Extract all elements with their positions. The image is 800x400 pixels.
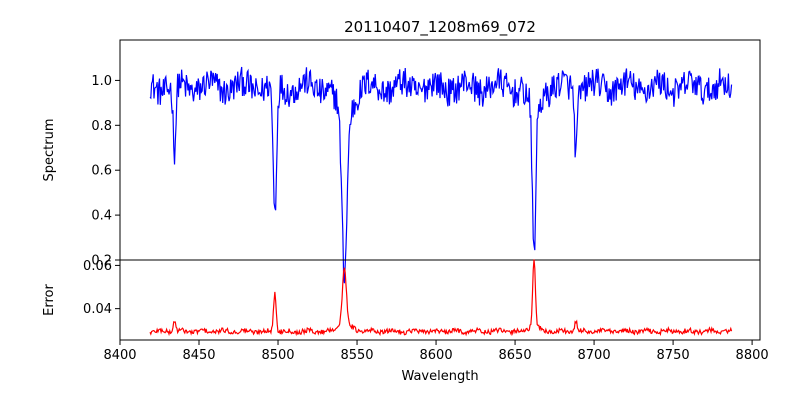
x-tick-label: 8550 — [340, 348, 373, 363]
x-tick-label: 8700 — [578, 348, 611, 363]
x-tick-label: 8400 — [103, 348, 136, 363]
y-tick-label: 0.04 — [83, 302, 112, 317]
x-tick-label: 8500 — [261, 348, 294, 363]
y-tick-label: 0.2 — [91, 254, 112, 269]
error-series-line — [149, 259, 733, 337]
x-tick-label: 8650 — [499, 348, 532, 363]
x-tick-label: 8450 — [182, 348, 215, 363]
spectrum-y-axis-ticks: 0.2 0.4 0.6 0.8 1.0 — [91, 74, 120, 269]
y-tick-label: 1.0 — [91, 74, 112, 89]
x-tick-label: 8600 — [420, 348, 453, 363]
x-tick-label: 8800 — [736, 348, 769, 363]
error-y-axis-ticks: 0.04 0.06 — [83, 259, 120, 317]
y-tick-label: 0.8 — [91, 119, 112, 134]
y-tick-label: 0.6 — [91, 164, 112, 179]
spectrum-series-line — [149, 66, 733, 284]
error-panel: 0.04 0.06 Error — [42, 259, 761, 341]
x-axis-label: Wavelength — [401, 369, 478, 384]
error-plot-frame — [119, 259, 761, 341]
chart-title: 20110407_1208m69_072 — [344, 18, 536, 37]
spectrum-y-axis-label: Spectrum — [42, 119, 57, 182]
error-y-axis-label: Error — [42, 284, 57, 316]
y-tick-label: 0.06 — [83, 259, 112, 274]
y-tick-label: 0.4 — [91, 209, 112, 224]
x-tick-label: 8750 — [657, 348, 690, 363]
spectrum-panel: 0.2 0.4 0.6 0.8 1.0 Spectrum — [42, 39, 761, 284]
x-axis-ticks: 8400 8450 8500 8550 8600 8650 8700 8750 8800 — [103, 340, 769, 363]
